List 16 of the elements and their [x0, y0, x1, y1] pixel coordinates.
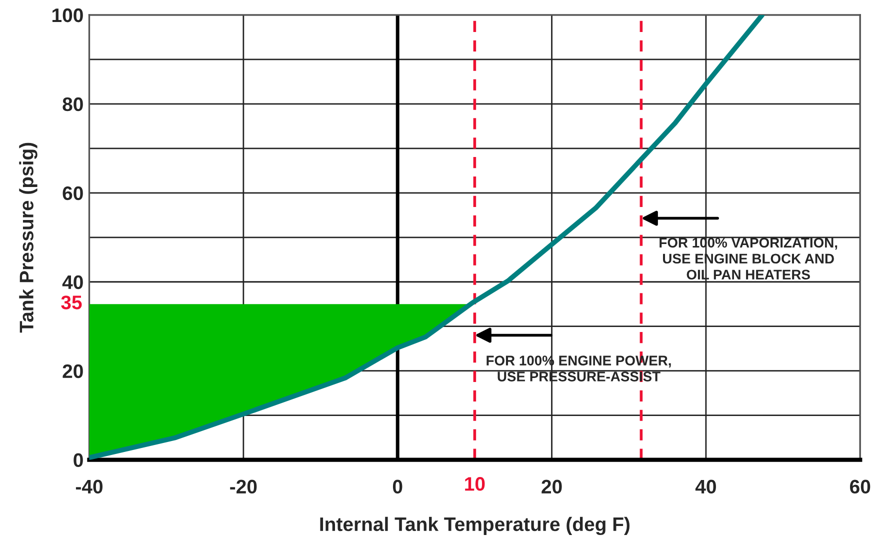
y-tick-label: 100 [52, 8, 83, 22]
x-tick-label: 60 [850, 480, 870, 494]
annotation: 35 [61, 296, 82, 310]
y-tick-label: 0 [74, 453, 83, 468]
y-tick-label: 80 [62, 97, 83, 112]
x-tick-label: 40 [695, 480, 716, 494]
y-tick-label: 60 [62, 186, 83, 200]
annotation: 10 [465, 477, 485, 491]
y-tick-label: 20 [62, 364, 83, 378]
y-axis-title: Tank Pressure (psig) [19, 142, 38, 333]
x-tick-label: 20 [542, 480, 562, 494]
y-tick-label: 40 [62, 275, 83, 290]
x-axis-title: Internal Tank Temperature (deg F) [320, 516, 630, 536]
x-tick-label: -40 [76, 480, 103, 494]
x-tick-label: 0 [392, 480, 402, 494]
x-tick-label: -20 [230, 480, 257, 494]
